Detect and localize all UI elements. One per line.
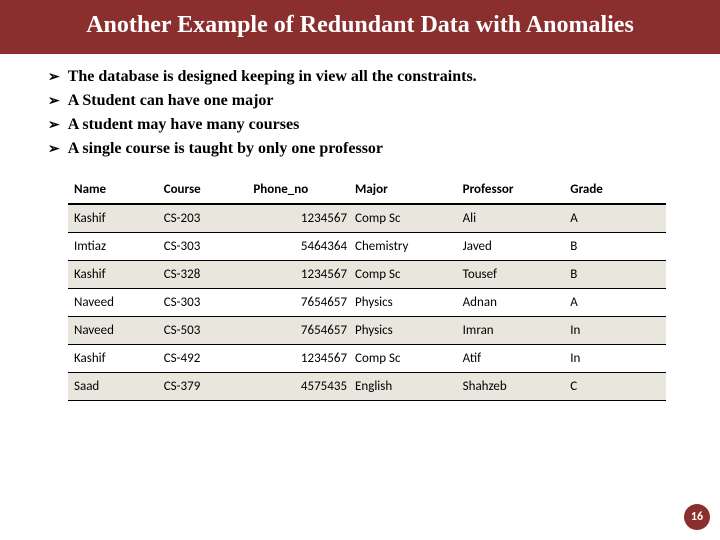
cell: 7654657 [247,317,349,345]
col-phone: Phone_no [247,176,349,204]
bullet-icon: ➢ [48,140,60,160]
cell: Physics [349,317,457,345]
cell: A [564,289,666,317]
cell: CS-328 [158,261,248,289]
table-body: Kashif CS-203 1234567 Comp Sc Ali A Imti… [68,204,666,401]
list-item: ➢ A Student can have one major [48,92,690,112]
cell: 1234567 [247,345,349,373]
cell: 5464364 [247,233,349,261]
cell: CS-203 [158,204,248,233]
cell: Physics [349,289,457,317]
table-row: Kashif CS-328 1234567 Comp Sc Tousef B [68,261,666,289]
bullet-list: ➢ The database is designed keeping in vi… [0,54,720,172]
cell: Naveed [68,317,158,345]
cell: CS-503 [158,317,248,345]
cell: A [564,204,666,233]
col-name: Name [68,176,158,204]
cell: Naveed [68,289,158,317]
cell: CS-379 [158,373,248,401]
cell: Kashif [68,261,158,289]
bullet-text: A Student can have one major [68,92,274,110]
data-table-container: Name Course Phone_no Major Professor Gra… [0,172,720,401]
slide-title: Another Example of Redundant Data with A… [0,0,720,54]
cell: B [564,233,666,261]
cell: In [564,317,666,345]
cell: Atif [457,345,565,373]
cell: CS-303 [158,233,248,261]
cell: Tousef [457,261,565,289]
page-number-badge: 16 [684,504,710,530]
cell: Comp Sc [349,204,457,233]
cell: Kashif [68,204,158,233]
cell: Imran [457,317,565,345]
cell: Comp Sc [349,261,457,289]
table-header-row: Name Course Phone_no Major Professor Gra… [68,176,666,204]
cell: CS-303 [158,289,248,317]
table-row: Kashif CS-203 1234567 Comp Sc Ali A [68,204,666,233]
col-course: Course [158,176,248,204]
list-item: ➢ A single course is taught by only one … [48,140,690,160]
cell: Ali [457,204,565,233]
bullet-text: A student may have many courses [68,116,300,134]
cell: 4575435 [247,373,349,401]
table-row: Naveed CS-303 7654657 Physics Adnan A [68,289,666,317]
cell: 1234567 [247,204,349,233]
cell: English [349,373,457,401]
cell: Adnan [457,289,565,317]
table-row: Imtiaz CS-303 5464364 Chemistry Javed B [68,233,666,261]
table-row: Saad CS-379 4575435 English Shahzeb C [68,373,666,401]
cell: Kashif [68,345,158,373]
cell: Chemistry [349,233,457,261]
bullet-icon: ➢ [48,116,60,136]
bullet-text: A single course is taught by only one pr… [68,140,383,158]
col-professor: Professor [457,176,565,204]
bullet-icon: ➢ [48,68,60,88]
cell: Comp Sc [349,345,457,373]
cell: In [564,345,666,373]
col-major: Major [349,176,457,204]
bullet-text: The database is designed keeping in view… [68,68,477,86]
cell: Imtiaz [68,233,158,261]
col-grade: Grade [564,176,666,204]
cell: C [564,373,666,401]
cell: 1234567 [247,261,349,289]
cell: B [564,261,666,289]
bullet-icon: ➢ [48,92,60,112]
list-item: ➢ A student may have many courses [48,116,690,136]
cell: Saad [68,373,158,401]
cell: CS-492 [158,345,248,373]
cell: Shahzeb [457,373,565,401]
table-row: Kashif CS-492 1234567 Comp Sc Atif In [68,345,666,373]
list-item: ➢ The database is designed keeping in vi… [48,68,690,88]
cell: 7654657 [247,289,349,317]
cell: Javed [457,233,565,261]
table-row: Naveed CS-503 7654657 Physics Imran In [68,317,666,345]
data-table: Name Course Phone_no Major Professor Gra… [68,176,666,401]
